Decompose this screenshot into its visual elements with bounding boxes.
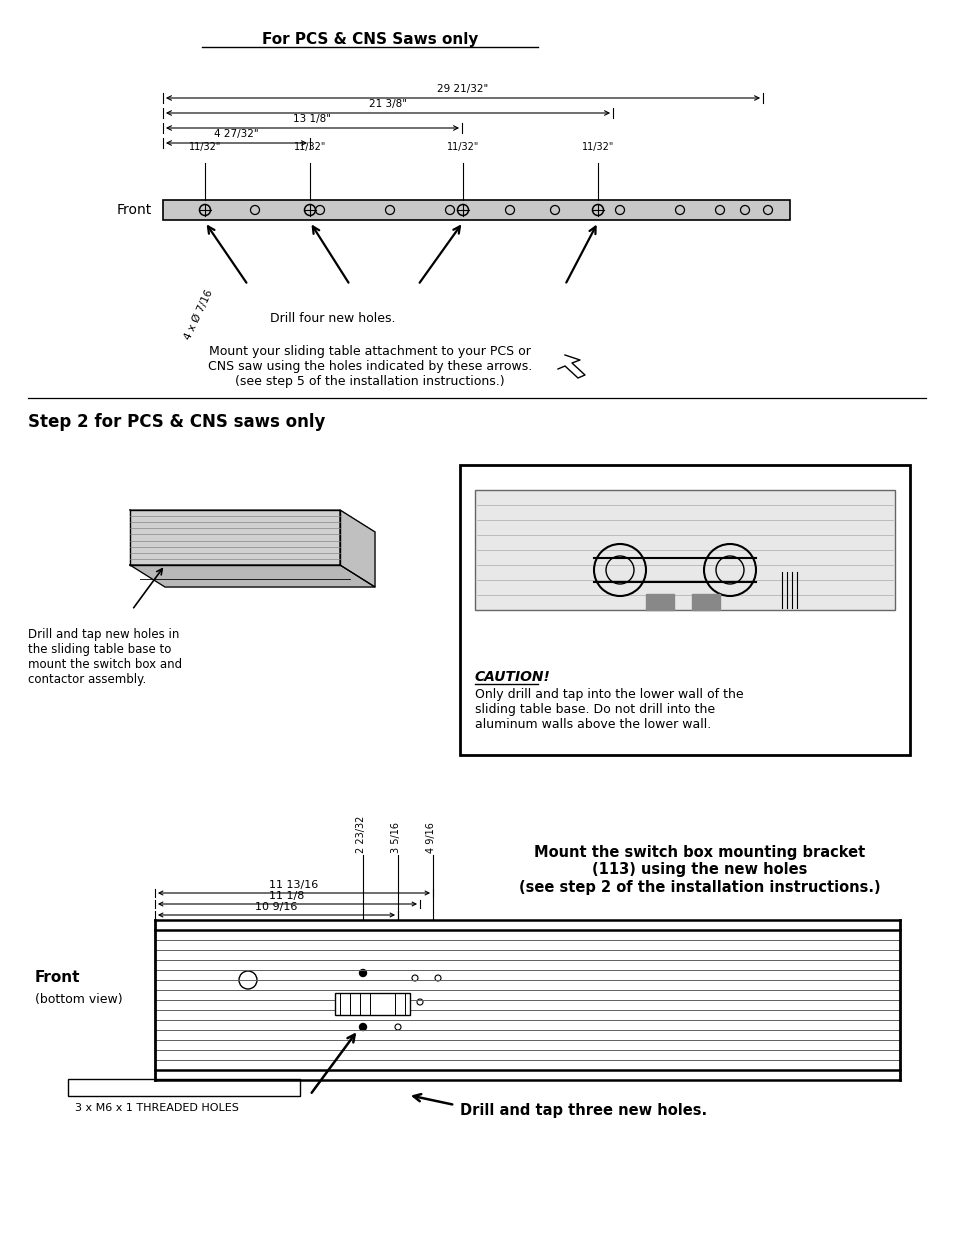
- Circle shape: [359, 997, 366, 1004]
- Text: Drill four new holes.: Drill four new holes.: [270, 312, 395, 325]
- Polygon shape: [339, 510, 375, 587]
- Text: For PCS & CNS Saws only: For PCS & CNS Saws only: [261, 32, 477, 47]
- Polygon shape: [130, 564, 375, 587]
- Text: 4 x Ø 7/16: 4 x Ø 7/16: [183, 288, 214, 341]
- Text: 11/32": 11/32": [189, 142, 221, 152]
- Text: (bottom view): (bottom view): [35, 993, 123, 1007]
- Text: 11/32": 11/32": [294, 142, 326, 152]
- Text: Mount the switch box mounting bracket
(113) using the new holes
(see step 2 of t: Mount the switch box mounting bracket (1…: [518, 845, 880, 895]
- Text: Front: Front: [116, 203, 152, 217]
- Text: 4 9/16: 4 9/16: [426, 823, 436, 853]
- Text: Front: Front: [35, 971, 80, 986]
- Circle shape: [359, 1024, 366, 1030]
- Bar: [459, 466, 909, 755]
- Bar: [645, 594, 673, 610]
- Text: 10 9/16: 10 9/16: [254, 902, 297, 911]
- Text: CAUTION!: CAUTION!: [475, 671, 550, 684]
- Text: 3 5/16: 3 5/16: [391, 823, 400, 853]
- Bar: [691, 594, 720, 610]
- Text: 21 3/8": 21 3/8": [369, 99, 407, 109]
- Text: Step 2 for PCS & CNS saws only: Step 2 for PCS & CNS saws only: [28, 412, 325, 431]
- Text: Mount your sliding table attachment to your PCS or
CNS saw using the holes indic: Mount your sliding table attachment to y…: [208, 345, 532, 388]
- Text: 13 1/8": 13 1/8": [294, 114, 331, 124]
- Text: 29 21/32": 29 21/32": [436, 84, 488, 94]
- Text: Only drill and tap into the lower wall of the
sliding table base. Do not drill i: Only drill and tap into the lower wall o…: [475, 688, 742, 731]
- Text: 11 13/16: 11 13/16: [269, 881, 318, 890]
- Bar: [335, 993, 410, 1015]
- Text: Drill and tap new holes in
the sliding table base to
mount the switch box and
co: Drill and tap new holes in the sliding t…: [28, 629, 182, 685]
- Circle shape: [359, 969, 366, 977]
- Text: 3 x M6 x 1 THREADED HOLES: 3 x M6 x 1 THREADED HOLES: [75, 1103, 238, 1113]
- Text: 11 1/8: 11 1/8: [269, 890, 304, 902]
- Bar: [68, 1079, 299, 1095]
- Text: 2 23/32: 2 23/32: [355, 815, 366, 853]
- Bar: [475, 490, 894, 610]
- Text: 11/32": 11/32": [581, 142, 614, 152]
- Polygon shape: [130, 510, 339, 564]
- Polygon shape: [130, 510, 375, 532]
- Text: 11/32": 11/32": [446, 142, 478, 152]
- Bar: [163, 200, 789, 220]
- Text: Drill and tap three new holes.: Drill and tap three new holes.: [459, 1103, 706, 1118]
- Text: 4 27/32": 4 27/32": [214, 128, 258, 140]
